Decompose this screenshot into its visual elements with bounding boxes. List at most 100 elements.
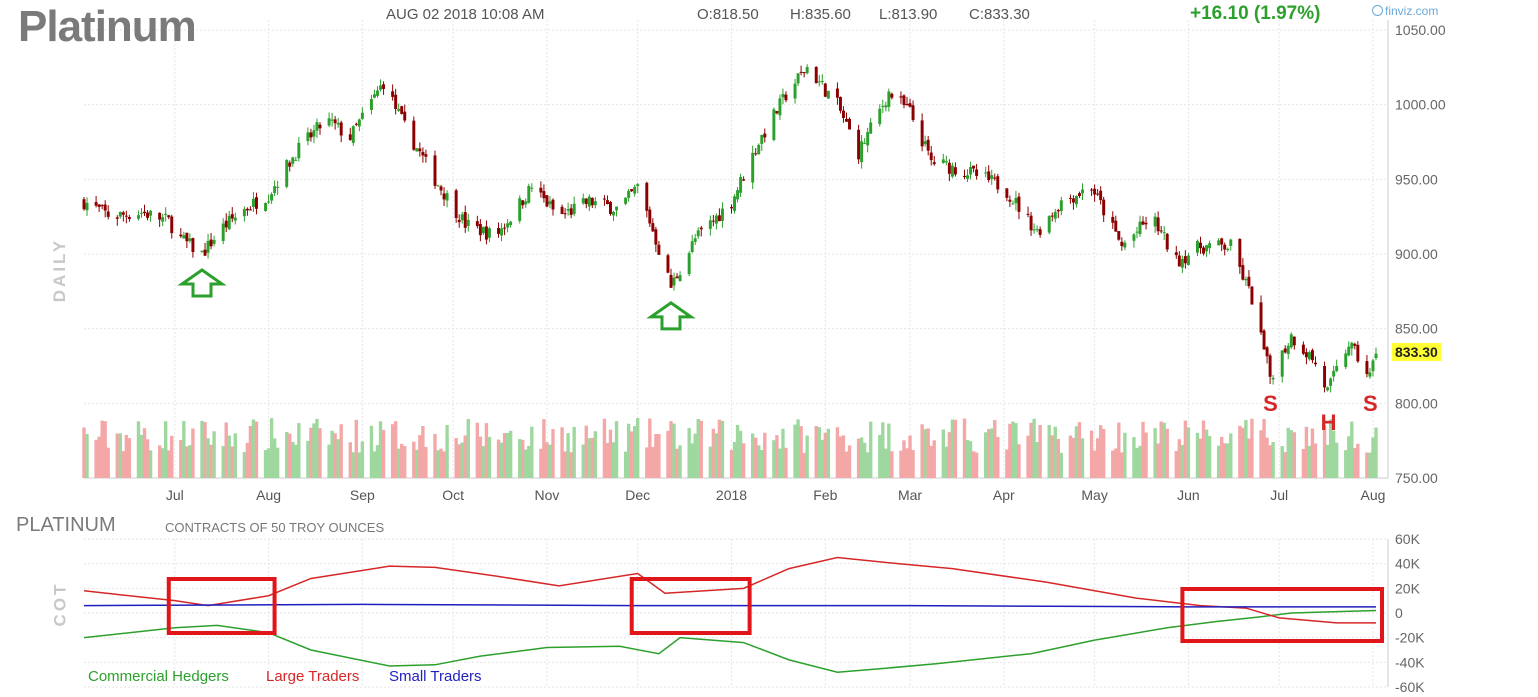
candle-body <box>593 201 597 206</box>
volume-bar <box>142 428 147 478</box>
volume-bar <box>330 430 334 478</box>
candle-body <box>212 240 216 244</box>
volume-bar <box>587 438 591 478</box>
candle-body <box>920 120 924 147</box>
candle-body <box>1199 242 1202 249</box>
candle-body <box>799 71 803 73</box>
candle-body <box>454 190 458 218</box>
volume-bar <box>923 429 927 478</box>
candle-body <box>869 122 873 134</box>
volume-bar <box>847 445 852 478</box>
volume-bar <box>369 425 374 478</box>
volume-bar <box>1289 430 1293 478</box>
volume-bar <box>775 435 779 478</box>
candle-body <box>926 139 930 151</box>
candle-body <box>984 172 988 174</box>
volume-bar <box>224 422 228 478</box>
volume-bar <box>823 432 828 478</box>
volume-bar <box>475 422 480 478</box>
candle-body <box>630 189 634 192</box>
candle-body <box>1056 209 1060 212</box>
volume-bar <box>926 428 930 478</box>
candle-body <box>457 219 461 223</box>
candle-body <box>687 253 691 275</box>
candle-body <box>742 179 746 181</box>
volume-bar <box>1165 428 1169 478</box>
quote-high: H:835.60 <box>790 6 851 23</box>
candle-body <box>242 209 246 217</box>
volume-bar <box>760 449 764 478</box>
candle-body <box>412 120 416 150</box>
volume-bar <box>484 423 489 478</box>
candle-body <box>481 226 485 234</box>
volume-bar <box>121 451 126 478</box>
candle-body <box>179 234 183 237</box>
volume-bar <box>1068 435 1073 478</box>
volume-bar <box>1162 422 1166 478</box>
candle-body <box>372 94 376 98</box>
candle-body <box>185 232 189 242</box>
candle-body <box>136 215 140 219</box>
volume-bar <box>182 421 186 478</box>
volume-bar <box>1301 449 1306 478</box>
quote-close: C:833.30 <box>969 6 1030 23</box>
candle-body <box>1038 229 1042 235</box>
candle-body <box>1329 378 1333 386</box>
volume-bar <box>230 446 234 478</box>
candle-body <box>1196 240 1199 253</box>
candle-body <box>720 208 724 221</box>
candle-body <box>636 184 640 187</box>
candle-body <box>1247 276 1251 287</box>
highlight-box <box>629 577 752 635</box>
candle-body <box>103 204 107 211</box>
volume-bar <box>1325 444 1330 478</box>
volume-bar <box>97 436 101 478</box>
annotation-shoulder-left: S <box>1263 391 1278 416</box>
candle-body <box>1029 215 1033 231</box>
volume-bar <box>100 420 104 478</box>
candle-body <box>1241 265 1245 280</box>
volume-bar <box>1271 441 1275 478</box>
candle-body <box>666 255 670 273</box>
candle-body <box>254 197 258 209</box>
candle-body <box>351 126 355 143</box>
candle-body <box>863 142 867 144</box>
volume-bar <box>294 444 298 478</box>
volume-bar <box>669 421 673 478</box>
volume-bar <box>487 436 492 478</box>
candle-body <box>354 123 358 125</box>
volume-bar <box>1135 447 1139 478</box>
volume-bar <box>608 429 613 478</box>
candle-body <box>149 210 153 216</box>
candle-body <box>624 197 628 204</box>
volume-bar <box>327 444 331 478</box>
candle-body <box>161 217 165 222</box>
cot-y-tick-label: 60K <box>1395 531 1421 547</box>
candle-body <box>848 118 851 130</box>
volume-bar <box>796 419 800 478</box>
candle-body <box>1096 193 1100 195</box>
candle-body <box>1220 238 1224 245</box>
volume-bar <box>424 447 428 478</box>
candle-body <box>227 215 231 230</box>
volume-bar <box>433 433 437 478</box>
volume-bar <box>841 435 846 478</box>
candle-body <box>1350 342 1354 349</box>
candle-body <box>158 212 162 220</box>
price-y-tick-label: 850.00 <box>1395 321 1438 337</box>
volume-bar <box>185 446 189 478</box>
brand-link[interactable]: finviz.com <box>1372 4 1438 18</box>
volume-bar <box>817 427 821 478</box>
candle-body <box>391 91 395 97</box>
candle-body <box>1238 238 1242 267</box>
candle-body <box>1265 347 1269 357</box>
candle-body <box>118 211 122 217</box>
candle-body <box>94 202 98 206</box>
candle-body <box>376 90 379 96</box>
volume-bar <box>233 433 237 478</box>
volume-bar <box>751 433 755 478</box>
volume-bar <box>412 441 416 478</box>
candle-body <box>1050 215 1054 217</box>
candle-body <box>1047 216 1051 233</box>
candle-body <box>963 175 966 177</box>
